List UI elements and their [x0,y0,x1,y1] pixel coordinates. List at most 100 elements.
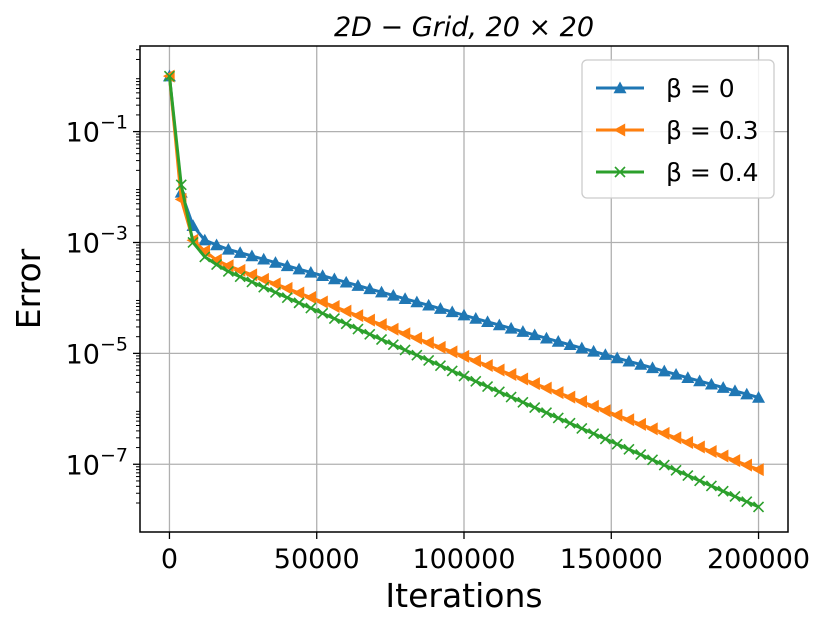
data-point [328,313,340,325]
data-point [292,262,306,275]
data-point [269,286,282,298]
data-point [752,463,764,477]
data-point [704,377,718,390]
data-point [694,475,706,487]
data-point [386,322,399,336]
data-point [704,445,717,459]
data-point [481,358,493,372]
data-point [481,381,494,393]
y-tick-label: 10−7 [66,444,128,481]
x-axis-label: Iterations [385,576,542,615]
data-point [587,399,599,413]
data-point [339,304,352,318]
data-point [458,370,470,382]
data-point [599,433,611,445]
data-point [199,251,211,263]
data-point [364,328,376,340]
data-point [598,404,611,418]
data-point [516,325,530,337]
data-point [445,345,458,359]
series-layer [162,69,766,513]
data-point [446,365,458,377]
data-point [610,408,623,422]
data-point [669,367,683,380]
data-point [163,70,176,82]
data-point [469,354,481,368]
data-point [563,338,577,351]
data-point [517,396,529,408]
data-point [316,295,328,309]
data-point [375,285,389,298]
data-point [398,327,411,341]
data-point [187,236,199,249]
data-point [481,315,495,328]
data-point [646,361,660,374]
data-point [445,305,459,318]
data-point [504,368,517,382]
data-point [316,269,330,281]
data-point [563,390,576,404]
data-point [423,354,435,366]
data-point [505,391,517,403]
data-point [610,351,624,364]
data-point [317,307,329,319]
data-point [292,286,305,300]
data-point [327,272,341,285]
legend-marker [614,166,626,178]
data-point [422,298,436,311]
data-point [245,268,258,282]
legend-box [581,59,775,199]
series-1 [162,69,764,477]
data-point [646,422,658,436]
data-point [634,358,648,370]
data-point [670,464,682,476]
data-point [234,271,246,283]
data-point [410,295,424,308]
data-point [705,480,717,492]
data-point [257,272,269,286]
data-point [528,377,540,391]
data-point [575,341,589,354]
data-point [635,449,647,461]
data-point [304,265,318,278]
data-point [398,292,412,304]
data-point [363,313,375,327]
data-point [728,384,742,397]
data-point [717,485,729,497]
data-point [551,386,564,400]
data-point [729,490,741,503]
legend-label: β = 0.3 [666,116,759,145]
y-tick-label: 10−5 [66,333,128,370]
data-point [588,428,600,440]
data-point [741,496,753,508]
data-point [622,413,635,427]
data-point [623,443,635,455]
data-point [646,454,659,466]
data-point [257,252,271,265]
data-point [222,265,234,278]
data-point [539,331,553,344]
data-point [681,435,694,449]
data-point [492,318,506,331]
data-point [363,282,377,295]
data-point [657,426,670,440]
data-point [728,454,741,468]
data-point [564,417,576,429]
data-point [529,401,541,414]
data-point [375,318,387,332]
data-point [740,387,754,400]
legend-label: β = 0.4 [666,158,759,187]
data-point [493,386,505,398]
legend-item: β = 0.3 [596,116,759,145]
data-point [258,281,270,293]
data-point [351,309,364,323]
x-tick-label: 50000 [274,544,360,575]
legend-marker [613,81,627,94]
data-point [210,238,224,251]
data-point [210,253,222,267]
data-point [539,381,552,395]
data-point [198,233,212,246]
legend-label: β = 0 [666,74,735,103]
data-point [304,290,317,304]
data-point [470,375,482,387]
